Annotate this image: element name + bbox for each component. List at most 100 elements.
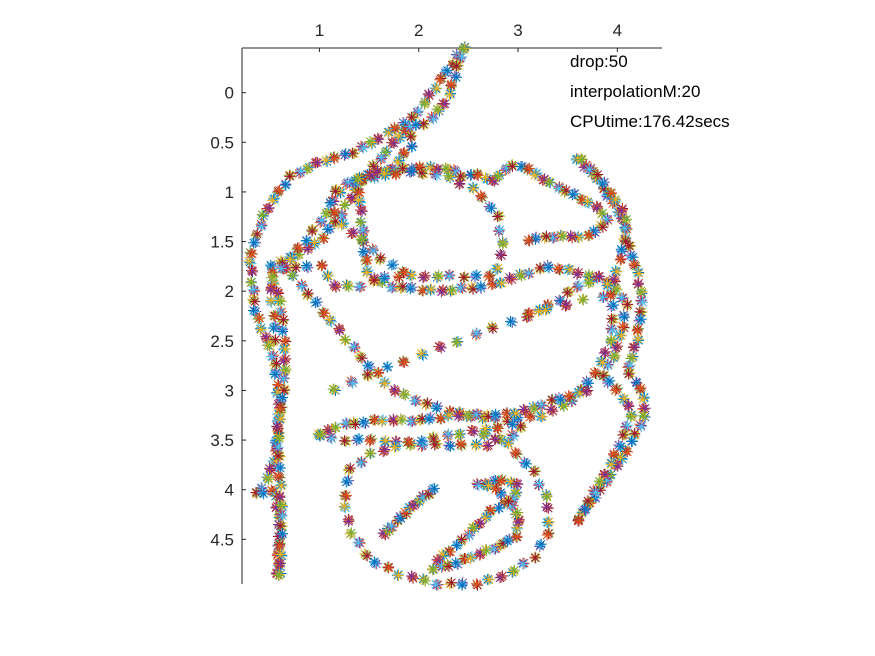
data-point-marker bbox=[475, 517, 487, 529]
data-point-marker bbox=[567, 189, 579, 201]
data-point-marker bbox=[474, 547, 486, 559]
data-point-marker bbox=[443, 270, 455, 282]
data-point-marker bbox=[443, 409, 455, 421]
data-point-marker bbox=[494, 248, 506, 260]
data-point-marker bbox=[364, 435, 376, 447]
data-point-marker bbox=[506, 160, 518, 172]
data-point-marker bbox=[284, 170, 296, 182]
data-point-marker bbox=[274, 306, 286, 318]
data-point-marker bbox=[326, 433, 338, 445]
data-point-marker bbox=[417, 491, 429, 503]
data-point-marker bbox=[509, 408, 521, 420]
data-point-marker bbox=[260, 331, 272, 343]
data-point-marker bbox=[270, 502, 282, 514]
data-point-marker bbox=[445, 546, 457, 558]
data-point-marker bbox=[621, 419, 633, 431]
data-point-marker bbox=[275, 480, 287, 492]
annotation-cputime: CPUtime:176.42secs bbox=[570, 112, 730, 131]
data-point-marker bbox=[272, 450, 284, 462]
data-point-marker bbox=[626, 352, 638, 364]
data-point-marker bbox=[407, 500, 419, 512]
data-point-marker bbox=[355, 216, 367, 228]
data-point-marker bbox=[300, 235, 312, 247]
data-point-marker bbox=[255, 324, 267, 336]
data-point-marker bbox=[319, 307, 331, 319]
data-point-marker bbox=[417, 284, 429, 296]
data-point-marker bbox=[618, 311, 630, 323]
data-point-marker bbox=[329, 185, 341, 197]
data-point-marker bbox=[265, 484, 277, 496]
data-point-marker bbox=[355, 457, 367, 469]
data-point-marker bbox=[379, 378, 391, 390]
data-point-marker bbox=[306, 225, 318, 237]
data-point-marker bbox=[405, 111, 417, 123]
data-point-marker bbox=[364, 136, 376, 148]
data-point-marker bbox=[343, 516, 355, 528]
data-point-marker bbox=[521, 458, 533, 470]
data-point-marker bbox=[392, 156, 404, 168]
data-point-marker bbox=[424, 162, 436, 174]
data-point-marker bbox=[362, 359, 374, 371]
data-point-marker bbox=[275, 413, 287, 425]
data-point-marker bbox=[361, 254, 373, 266]
data-point-marker bbox=[617, 320, 629, 332]
data-point-marker bbox=[340, 417, 352, 429]
x-tick-label: 1 bbox=[315, 21, 324, 40]
data-point-marker bbox=[467, 283, 479, 295]
data-point-marker bbox=[515, 160, 527, 172]
data-point-marker bbox=[399, 146, 411, 158]
data-point-marker bbox=[635, 382, 647, 394]
data-point-marker bbox=[553, 183, 565, 195]
data-point-marker bbox=[492, 170, 504, 182]
data-point-marker bbox=[246, 276, 258, 288]
data-point-marker bbox=[373, 133, 385, 145]
data-point-marker bbox=[578, 161, 590, 173]
data-point-marker bbox=[371, 165, 383, 177]
data-point-marker bbox=[328, 196, 340, 208]
data-point-marker bbox=[467, 522, 479, 534]
data-point-marker bbox=[330, 215, 342, 227]
data-point-marker bbox=[504, 271, 516, 283]
data-point-marker bbox=[479, 512, 491, 524]
data-point-marker bbox=[610, 193, 622, 205]
data-point-marker bbox=[611, 284, 623, 296]
data-point-marker bbox=[482, 411, 494, 423]
data-point-marker bbox=[251, 228, 263, 240]
data-point-marker bbox=[622, 399, 634, 411]
data-point-marker bbox=[483, 439, 495, 451]
data-point-marker bbox=[475, 280, 487, 292]
data-point-marker bbox=[629, 427, 641, 439]
data-point-marker bbox=[482, 573, 494, 585]
data-point-marker bbox=[488, 543, 500, 555]
data-point-marker bbox=[316, 260, 328, 272]
data-point-marker bbox=[601, 278, 613, 290]
data-point-marker bbox=[275, 498, 287, 510]
data-point-marker bbox=[573, 515, 585, 527]
data-point-marker bbox=[357, 246, 369, 258]
data-point-marker bbox=[330, 421, 342, 433]
data-point-marker bbox=[349, 418, 361, 430]
data-point-marker bbox=[379, 444, 391, 456]
data-point-marker bbox=[443, 561, 455, 573]
data-point-marker bbox=[328, 153, 340, 165]
data-point-marker bbox=[533, 305, 545, 317]
data-point-marker bbox=[286, 269, 298, 281]
data-point-marker bbox=[605, 187, 617, 199]
data-point-marker bbox=[428, 482, 440, 494]
data-point-marker bbox=[279, 343, 291, 355]
data-point-marker bbox=[492, 262, 504, 274]
data-point-marker bbox=[369, 557, 381, 569]
data-point-marker bbox=[523, 267, 535, 279]
data-point-marker bbox=[597, 370, 609, 382]
data-point-marker bbox=[392, 270, 404, 282]
data-point-marker bbox=[473, 480, 485, 492]
data-point-marker bbox=[615, 451, 627, 463]
data-point-marker bbox=[357, 416, 369, 428]
data-point-marker bbox=[276, 392, 288, 404]
data-point-marker bbox=[571, 268, 583, 280]
data-point-marker bbox=[419, 98, 431, 110]
data-point-marker bbox=[529, 233, 541, 245]
data-point-marker bbox=[376, 416, 388, 428]
data-point-marker bbox=[566, 394, 578, 406]
data-point-marker bbox=[320, 154, 332, 166]
